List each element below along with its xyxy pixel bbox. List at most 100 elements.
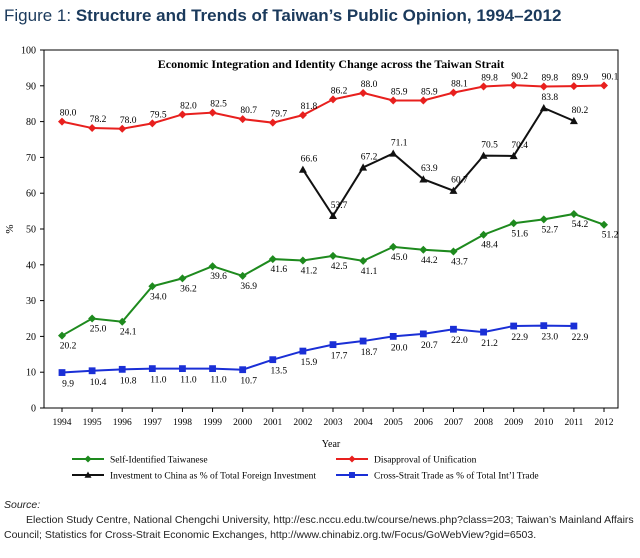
- data-label: 22.9: [572, 333, 589, 343]
- data-label: 82.0: [180, 101, 197, 111]
- data-label: 89.9: [572, 73, 589, 83]
- data-point: [178, 274, 187, 283]
- data-point: [118, 124, 127, 133]
- series-layer: 20.2 25.0 24.1 34.0 36.2 39.6 36.9 41.6 41.2 42.5…: [58, 72, 619, 390]
- data-point: [359, 88, 368, 97]
- data-label: 11.0: [180, 376, 197, 386]
- series-group: 9.9 10.4 10.8 11.0 11.0 11.0 10.7 13.5 15.9 17.7 1…: [58, 322, 589, 390]
- x-tick-label: 2002: [293, 418, 312, 428]
- y-tick-label: 80: [26, 117, 36, 128]
- x-tick-label: 2012: [595, 418, 614, 428]
- data-label: 15.9: [301, 358, 318, 368]
- y-tick-label: 90: [26, 81, 36, 92]
- figure-title: Figure 1: Structure and Trends of Taiwan…: [4, 6, 561, 26]
- data-point: [570, 322, 578, 330]
- data-point: [298, 256, 307, 265]
- data-point: [118, 317, 127, 326]
- figure-main-title: Structure and Trends of Taiwan’s Public …: [75, 6, 562, 25]
- data-label: 25.0: [90, 325, 107, 335]
- data-point: [148, 365, 156, 373]
- data-label: 9.9: [62, 380, 74, 390]
- x-tick-label: 1996: [113, 418, 132, 428]
- x-tick-label: 2005: [384, 418, 403, 428]
- data-label: 36.2: [180, 284, 197, 294]
- x-axis: 1994 1995 1996 1997 1998 1999 2000 2001 2002 2003…: [53, 408, 614, 428]
- x-tick-label: 2007: [444, 418, 463, 428]
- series-group: 66.6 53.7 67.2 71.1 63.9 60.7 70.5 70.4 83.8 80.2: [298, 93, 588, 219]
- source-note: Source: Election Study Centre, National …: [4, 498, 634, 543]
- data-point: [539, 82, 548, 91]
- data-label: 83.8: [541, 93, 558, 103]
- data-point: [359, 256, 368, 265]
- data-point: [239, 366, 247, 374]
- x-tick-label: 1997: [143, 418, 162, 428]
- x-tick-label: 2004: [354, 418, 373, 428]
- data-label: 48.4: [481, 241, 498, 251]
- data-label: 89.8: [481, 74, 498, 84]
- data-label: 39.6: [210, 272, 227, 282]
- legend-item: Cross-Strait Trade as % of Total Int’l T…: [336, 471, 539, 482]
- data-label: 66.6: [301, 155, 318, 165]
- y-tick-label: 70: [26, 153, 36, 164]
- data-point: [148, 119, 157, 128]
- data-point: [209, 365, 216, 373]
- data-point: [389, 333, 397, 340]
- legend-label: Cross-Strait Trade as % of Total Int’l T…: [374, 471, 539, 482]
- y-tick-label: 40: [26, 260, 36, 271]
- data-point: [88, 124, 97, 133]
- data-point: [269, 356, 277, 364]
- data-point: [329, 341, 337, 349]
- data-label: 11.0: [210, 376, 227, 386]
- data-label: 41.1: [361, 267, 378, 277]
- data-label: 90.1: [602, 72, 619, 82]
- data-point: [329, 95, 337, 104]
- data-point: [118, 365, 126, 373]
- data-point: [84, 471, 92, 478]
- data-point: [510, 322, 518, 330]
- data-point: [449, 247, 458, 256]
- figure-label: Figure 1:: [4, 6, 72, 25]
- data-label: 10.8: [120, 376, 137, 386]
- data-label: 88.1: [451, 80, 468, 90]
- data-point: [298, 111, 307, 120]
- legend: Self-Identified Taiwanese Disapproval of …: [72, 455, 539, 482]
- data-label: 60.7: [451, 176, 468, 186]
- data-point: [208, 108, 217, 117]
- data-label: 10.7: [240, 377, 257, 387]
- y-tick-label: 30: [26, 296, 36, 307]
- x-tick-label: 2009: [504, 418, 523, 428]
- data-point: [479, 82, 488, 91]
- data-label: 20.0: [391, 343, 408, 353]
- data-point: [208, 262, 217, 271]
- y-tick-label: 10: [26, 368, 36, 379]
- data-point: [58, 331, 66, 340]
- x-tick-label: 2003: [324, 418, 343, 428]
- data-point: [268, 255, 277, 264]
- data-label: 88.0: [361, 80, 378, 90]
- data-label: 79.7: [270, 110, 287, 120]
- data-label: 20.7: [421, 341, 438, 351]
- data-label: 63.9: [421, 164, 438, 174]
- data-point: [389, 149, 398, 157]
- data-label: 81.8: [301, 102, 318, 112]
- data-point: [268, 118, 277, 127]
- y-tick-label: 100: [21, 46, 36, 57]
- data-point: [569, 116, 578, 125]
- x-tick-label: 1994: [53, 418, 72, 428]
- data-point: [480, 328, 487, 336]
- x-tick-label: 1995: [83, 418, 102, 428]
- data-label: 22.0: [451, 336, 468, 346]
- data-point: [509, 219, 518, 228]
- legend-label: Investment to China as % of Total Foreig…: [110, 471, 316, 482]
- data-point: [298, 165, 307, 173]
- data-point: [479, 151, 488, 159]
- data-label: 21.2: [481, 339, 498, 349]
- x-tick-label: 2011: [565, 418, 584, 428]
- data-point: [238, 271, 247, 280]
- data-label: 13.5: [270, 367, 287, 377]
- series-group: 20.2 25.0 24.1 34.0 36.2 39.6 36.9 41.6 41.2 42.5…: [58, 209, 619, 352]
- data-point: [58, 369, 66, 376]
- data-label: 44.2: [421, 256, 438, 266]
- data-label: 90.2: [511, 72, 528, 82]
- series-group: 80.0 78.2 78.0 79.5 82.0 82.5 80.7 79.7 81.8 86.2…: [58, 72, 619, 133]
